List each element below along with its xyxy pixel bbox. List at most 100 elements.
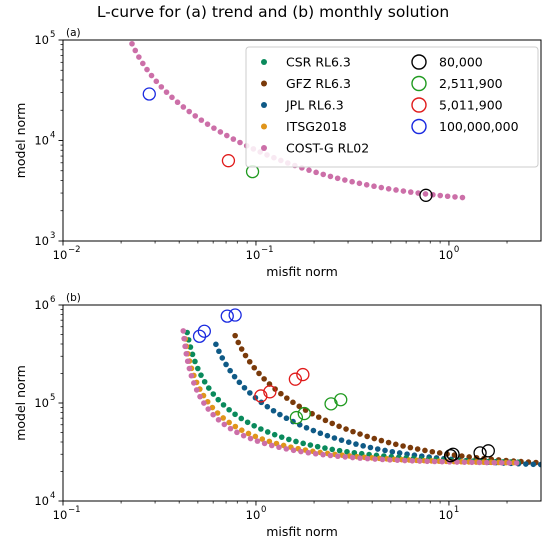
data-point bbox=[201, 378, 208, 385]
data-point bbox=[186, 365, 193, 372]
data-point bbox=[184, 358, 191, 365]
series-cost-g-rl02 bbox=[180, 328, 520, 466]
data-point bbox=[180, 104, 187, 110]
data-point bbox=[429, 448, 436, 455]
data-point bbox=[132, 47, 139, 54]
data-point bbox=[431, 458, 438, 465]
x-tick-label: 10 bbox=[53, 248, 68, 262]
data-point bbox=[235, 339, 242, 346]
y-axis-label: model norm bbox=[13, 365, 28, 441]
data-point bbox=[336, 447, 343, 454]
data-point bbox=[286, 436, 292, 443]
data-point bbox=[238, 415, 245, 422]
data-point bbox=[224, 132, 230, 139]
data-point bbox=[186, 108, 193, 115]
data-point bbox=[283, 446, 290, 452]
data-point bbox=[270, 407, 277, 414]
legend-swatch bbox=[261, 59, 267, 65]
data-point bbox=[277, 411, 283, 418]
y-tick-exponent: 6 bbox=[50, 295, 55, 305]
y-tick-exponent: 3 bbox=[50, 231, 55, 241]
y-tick-label: 10 bbox=[34, 33, 49, 47]
lambda-marker bbox=[228, 308, 242, 322]
data-point bbox=[259, 436, 266, 442]
legend-marker bbox=[411, 75, 427, 92]
data-point bbox=[424, 458, 430, 465]
data-point bbox=[238, 427, 245, 433]
lambda-marker bbox=[263, 385, 277, 399]
data-point bbox=[530, 461, 537, 468]
data-point bbox=[231, 373, 238, 380]
data-point bbox=[244, 419, 251, 426]
data-point bbox=[211, 125, 217, 131]
data-point bbox=[422, 447, 428, 454]
data-point bbox=[459, 194, 466, 201]
data-point bbox=[261, 440, 268, 447]
x-tick-exponent: 0 bbox=[454, 245, 459, 255]
data-point bbox=[364, 433, 370, 440]
y-tick-label: 10 bbox=[34, 298, 49, 312]
lambda-marker bbox=[297, 406, 311, 421]
data-point bbox=[256, 370, 262, 377]
x-axis-label: misfit norm bbox=[266, 524, 338, 539]
minor-ticks bbox=[60, 309, 508, 504]
y-tick-exponent: 5 bbox=[50, 393, 55, 403]
data-point bbox=[153, 78, 160, 85]
panel-label: (b) bbox=[66, 292, 81, 304]
legend-swatch bbox=[261, 102, 267, 108]
legend-swatch bbox=[261, 123, 267, 130]
data-point bbox=[389, 448, 396, 455]
y-tick-label: 10 bbox=[34, 234, 49, 248]
data-point bbox=[298, 448, 304, 455]
data-point bbox=[324, 432, 331, 439]
legend-label: ITSG2018 bbox=[286, 119, 347, 134]
data-point bbox=[320, 451, 326, 458]
x-tick-exponent: −1 bbox=[68, 505, 81, 515]
data-point bbox=[322, 445, 328, 451]
data-point bbox=[343, 426, 349, 432]
data-point bbox=[459, 453, 465, 459]
y-axis-label: model norm bbox=[13, 103, 28, 179]
data-point bbox=[342, 177, 348, 183]
data-point bbox=[303, 424, 310, 431]
data-point bbox=[205, 385, 212, 391]
data-point bbox=[320, 171, 327, 178]
data-point bbox=[266, 438, 273, 445]
data-point bbox=[317, 430, 324, 437]
data-point bbox=[241, 384, 248, 391]
data-point bbox=[329, 420, 336, 427]
x-tick-label: 10 bbox=[439, 248, 454, 262]
data-point bbox=[237, 139, 243, 146]
data-point bbox=[436, 450, 443, 456]
data-point bbox=[476, 459, 483, 466]
data-point bbox=[264, 403, 271, 410]
data-point bbox=[367, 444, 374, 451]
data-point bbox=[240, 432, 247, 439]
data-point bbox=[276, 444, 282, 451]
data-point bbox=[246, 358, 253, 365]
data-point bbox=[201, 400, 207, 406]
series-itsg2018 bbox=[182, 336, 517, 466]
data-point bbox=[374, 446, 381, 452]
data-point bbox=[129, 40, 135, 47]
data-point bbox=[307, 442, 314, 448]
data-point bbox=[136, 54, 142, 60]
legend-marker bbox=[411, 54, 427, 70]
x-tick-exponent: −1 bbox=[261, 245, 274, 255]
data-point bbox=[396, 450, 403, 456]
data-point bbox=[385, 439, 392, 446]
data-point bbox=[293, 438, 299, 445]
data-point bbox=[210, 411, 216, 418]
data-point bbox=[349, 178, 355, 185]
data-point bbox=[461, 459, 468, 465]
figure-title: L-curve for (a) trend and (b) monthly so… bbox=[97, 3, 449, 21]
data-point bbox=[174, 99, 181, 106]
lambda-marker bbox=[443, 449, 458, 463]
legend-label: GFZ RL6.3 bbox=[286, 76, 351, 91]
data-point bbox=[217, 129, 224, 135]
lambda-marker bbox=[481, 444, 495, 458]
data-point bbox=[163, 89, 170, 95]
data-point bbox=[290, 447, 297, 454]
